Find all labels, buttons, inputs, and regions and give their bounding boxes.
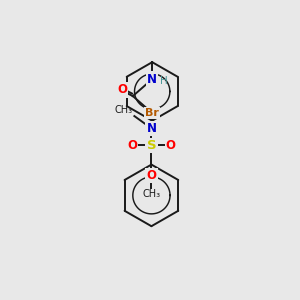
Text: N: N [147, 73, 157, 85]
Text: N: N [146, 122, 156, 135]
Text: O: O [146, 169, 156, 182]
Text: O: O [117, 83, 127, 96]
Text: S: S [147, 139, 156, 152]
Text: O: O [127, 139, 137, 152]
Text: CH₃: CH₃ [142, 189, 160, 199]
Text: Br: Br [145, 108, 159, 118]
Text: O: O [166, 139, 176, 152]
Text: H: H [160, 76, 168, 86]
Text: CH₃: CH₃ [115, 104, 133, 115]
